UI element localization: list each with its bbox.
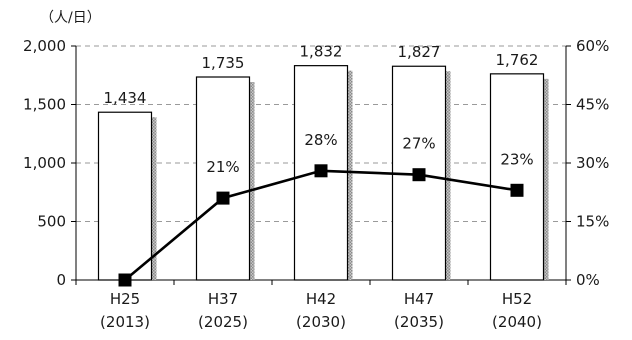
bar [195, 76, 251, 281]
y-left-unit-label: （人/日） [40, 10, 101, 26]
y-right-tick-label: 45% [576, 96, 609, 114]
x-category-year-label: (2025) [198, 313, 248, 331]
y-right-tick-label: 30% [576, 154, 609, 172]
y-left-tick-label: 1,500 [23, 96, 66, 114]
y-left-tick-label: 2,000 [23, 37, 66, 55]
x-category-year-label: (2013) [100, 313, 150, 331]
x-category-label: H47 [404, 290, 434, 308]
x-category-label: H42 [306, 290, 336, 308]
line-value-label: 21% [206, 158, 239, 176]
line-value-label: 27% [402, 135, 435, 153]
bar-value-label: 1,832 [300, 43, 343, 61]
y-left-tick-label: 1,000 [23, 154, 66, 172]
y-left-tick-label: 0 [56, 271, 66, 289]
bar-value-label: 1,434 [104, 89, 147, 107]
x-category-label: H52 [502, 290, 532, 308]
bar [97, 111, 153, 281]
bar-value-label: 1,735 [202, 54, 245, 72]
y-right-tick-label: 60% [576, 37, 609, 55]
x-category-year-label: (2030) [296, 313, 346, 331]
bar-value-label: 1,762 [496, 51, 539, 69]
x-category-year-label: (2035) [394, 313, 444, 331]
line-marker [216, 191, 230, 205]
bar-value-label: 1,827 [398, 43, 441, 61]
line-value-label: 23% [500, 150, 533, 168]
line-series [118, 164, 524, 287]
line-marker [510, 183, 524, 197]
bar [489, 73, 545, 281]
line-marker [314, 164, 328, 178]
tick-labels: 0 500 1,000 1,500 2,000 0% 15% 30% 45% 60% H25 (201… [23, 10, 609, 331]
line-marker [118, 273, 132, 287]
y-right-tick-label: 15% [576, 213, 609, 231]
x-category-label: H25 [110, 290, 140, 308]
bars [97, 65, 549, 281]
y-right-tick-label: 0% [576, 271, 600, 289]
data-labels: 1,434 1,735 1,832 1,827 1,762 21% 28% 27% 23% [104, 43, 539, 176]
x-category-year-label: (2040) [492, 313, 542, 331]
x-category-label: H37 [208, 290, 238, 308]
y-left-tick-label: 500 [37, 213, 66, 231]
line-marker [412, 168, 426, 182]
line-value-label: 28% [304, 131, 337, 149]
